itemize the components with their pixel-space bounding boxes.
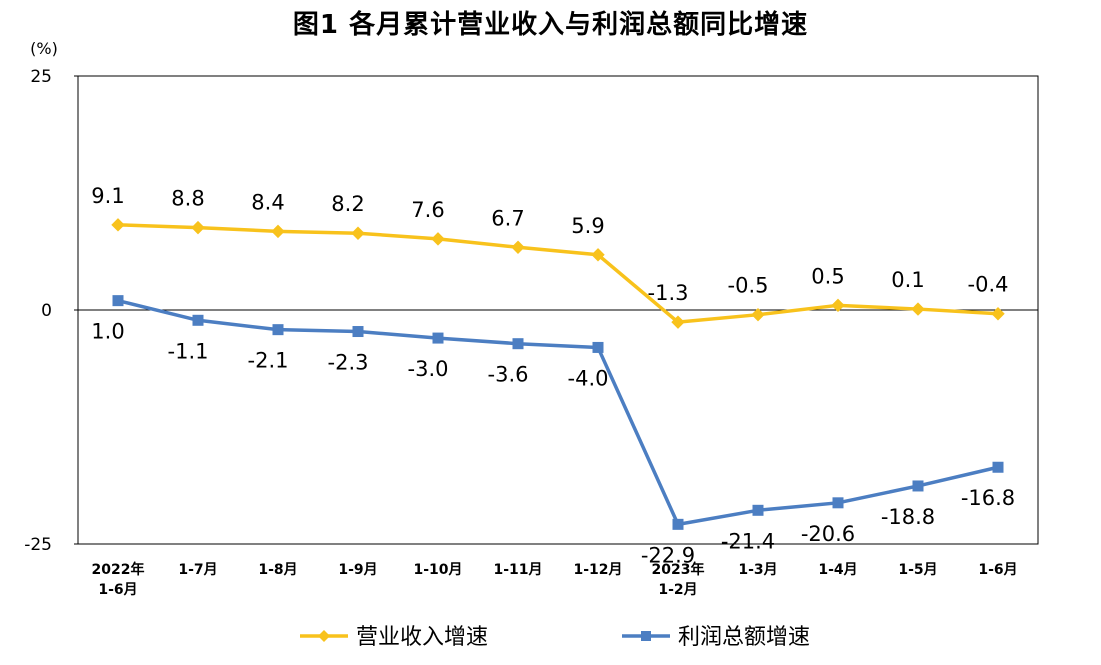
x-tick-label: 2023年 [652,561,705,578]
x-tick-label: 1-2月 [658,582,697,598]
x-tick-label: 1-8月 [258,562,297,578]
data-label: -22.9 [641,543,695,567]
x-tick-label: 1-12月 [573,562,622,578]
legend-marker-square [641,631,651,641]
series-line-2 [117,298,999,527]
data-point-revenue [911,302,925,316]
data-point-revenue [831,298,845,313]
data-point-revenue [111,218,125,232]
data-label: -16.8 [961,486,1015,510]
data-label: 8.4 [251,190,284,214]
data-point-revenue [271,224,285,239]
data-label: 6.7 [491,206,524,230]
x-tick-label: 1-7月 [178,562,217,578]
y-tick-label: 25 [30,67,52,87]
data-point-profit [832,497,844,509]
data-point-revenue [351,226,365,240]
x-tick-label: 1-6月 [978,562,1017,578]
data-label: -21.4 [721,529,775,553]
data-point-revenue [671,315,685,329]
data-point-profit [672,518,684,530]
legend-label: 营业收入增速 [356,625,488,650]
data-label: -3.0 [408,357,449,381]
series-line-1 [117,223,999,324]
x-tick-label: 1-3月 [738,562,777,578]
data-label: 1.0 [91,320,124,344]
data-label: -2.3 [328,351,369,375]
x-tick-label: 1-6月 [98,582,137,598]
data-point-revenue [991,307,1005,321]
legend-marker-diamond [318,630,330,642]
data-label: -0.4 [968,273,1009,297]
chart-title: 图1 各月累计营业收入与利润总额同比增速 [292,10,809,40]
data-point-profit [272,324,284,336]
data-point-profit [432,332,444,344]
x-tick-label: 1-10月 [413,562,462,578]
y-tick-label: 0 [41,301,52,321]
data-label: -20.6 [801,522,855,546]
data-point-profit [992,461,1004,473]
data-label: 7.6 [411,198,444,222]
data-point-profit [912,480,924,492]
x-tick-label: 1-4月 [818,562,857,578]
y-axis-unit-label: (%) [30,39,58,58]
x-tick-label: 1-11月 [493,562,542,578]
data-point-profit [192,314,204,326]
data-point-profit [112,295,124,307]
data-point-profit [752,504,764,516]
data-point-profit [512,338,524,350]
data-label: -0.5 [728,274,769,298]
data-label: -1.3 [648,281,689,305]
data-label: -2.1 [248,349,289,373]
data-label: -3.6 [488,363,529,387]
data-point-revenue [431,232,445,246]
data-label: 8.8 [171,187,204,211]
data-label: -1.1 [168,339,209,363]
x-tick-label: 1-5月 [898,562,937,578]
data-label: 8.2 [331,192,364,216]
data-label: 0.1 [891,268,924,292]
data-point-revenue [751,307,765,322]
data-label: 9.1 [91,184,124,208]
x-tick-label: 2022年 [92,561,145,578]
y-tick-label: -25 [24,535,52,555]
x-tick-label: 1-9月 [338,562,377,578]
data-label: 5.9 [571,214,604,238]
data-point-revenue [511,240,525,254]
data-point-profit [352,326,364,338]
data-point-profit [592,341,604,353]
data-point-revenue [191,220,205,235]
data-label: 0.5 [811,264,844,288]
data-point-revenue [591,248,605,262]
legend-label: 利润总额增速 [678,625,810,650]
data-label: -18.8 [881,505,935,529]
data-label: -4.0 [568,366,609,390]
